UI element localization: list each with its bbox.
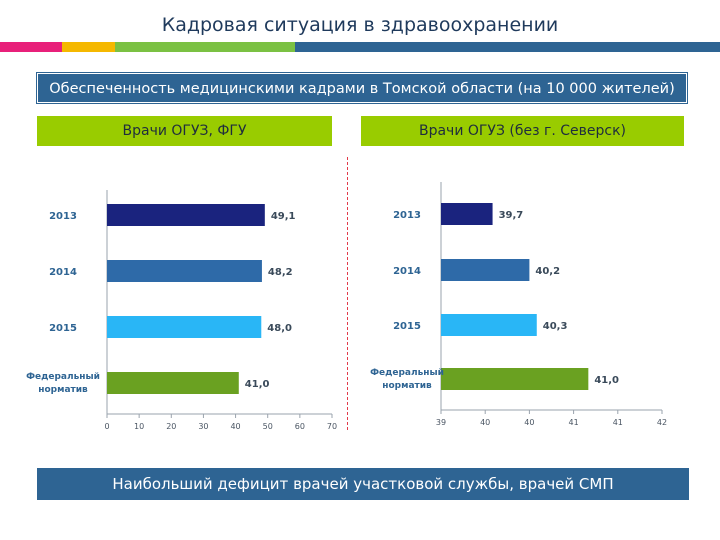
left-bar <box>107 372 239 394</box>
right-data-label: 41,0 <box>594 375 619 386</box>
right-bar <box>441 259 530 281</box>
accent-stripe-green <box>115 42 295 52</box>
left-data-label: 49,1 <box>271 211 296 222</box>
left-category-label: 2014 <box>49 267 77 278</box>
right-bar <box>441 203 493 225</box>
subtitle-banner: Обеспеченность медицинскими кадрами в То… <box>36 72 688 104</box>
footer-banner: Наибольший дефицит врачей участковой слу… <box>37 468 689 500</box>
left-tick-label: 30 <box>198 422 208 431</box>
right-category-label: 2014 <box>393 266 421 277</box>
chart-right-header: Врачи ОГУЗ (без г. Северск) <box>361 116 684 146</box>
right-category-label: Федеральный <box>370 368 444 378</box>
left-data-label: 48,2 <box>268 267 293 278</box>
left-tick-label: 10 <box>134 422 144 431</box>
right-data-label: 40,3 <box>543 321 568 332</box>
right-bar <box>441 314 537 336</box>
chart-left-header: Врачи ОГУЗ, ФГУ <box>37 116 332 146</box>
accent-stripe-blue <box>295 42 720 52</box>
right-category-label: 2015 <box>393 321 421 332</box>
right-tick-label: 41 <box>569 418 579 427</box>
left-tick-label: 20 <box>166 422 176 431</box>
right-category-label: 2013 <box>393 210 421 221</box>
left-tick-label: 60 <box>295 422 305 431</box>
left-tick-label: 0 <box>104 422 109 431</box>
left-tick-label: 50 <box>263 422 273 431</box>
accent-stripe-yellow <box>62 42 115 52</box>
right-tick-label: 40 <box>524 418 534 427</box>
left-category-label: норматив <box>38 385 88 395</box>
right-data-label: 40,2 <box>535 266 560 277</box>
right-bar <box>441 368 589 390</box>
left-category-label: Федеральный <box>26 372 100 382</box>
right-category-label: норматив <box>382 381 432 391</box>
left-data-label: 41,0 <box>245 379 270 390</box>
left-bar <box>107 260 262 282</box>
left-data-label: 48,0 <box>267 323 292 334</box>
left-tick-label: 40 <box>230 422 240 431</box>
left-bar <box>107 204 265 226</box>
right-tick-label: 41 <box>613 418 623 427</box>
left-bar <box>107 316 262 338</box>
left-tick-label: 70 <box>327 422 337 431</box>
left-category-label: 2015 <box>49 323 77 334</box>
accent-stripe-pink <box>0 42 62 52</box>
right-tick-label: 42 <box>657 418 667 427</box>
right-data-label: 39,7 <box>499 210 524 221</box>
right-tick-label: 39 <box>436 418 446 427</box>
chart-divider <box>347 157 348 430</box>
page-title: Кадровая ситуация в здравоохранении <box>161 14 559 36</box>
left-category-label: 2013 <box>49 211 77 222</box>
right-tick-label: 40 <box>480 418 490 427</box>
